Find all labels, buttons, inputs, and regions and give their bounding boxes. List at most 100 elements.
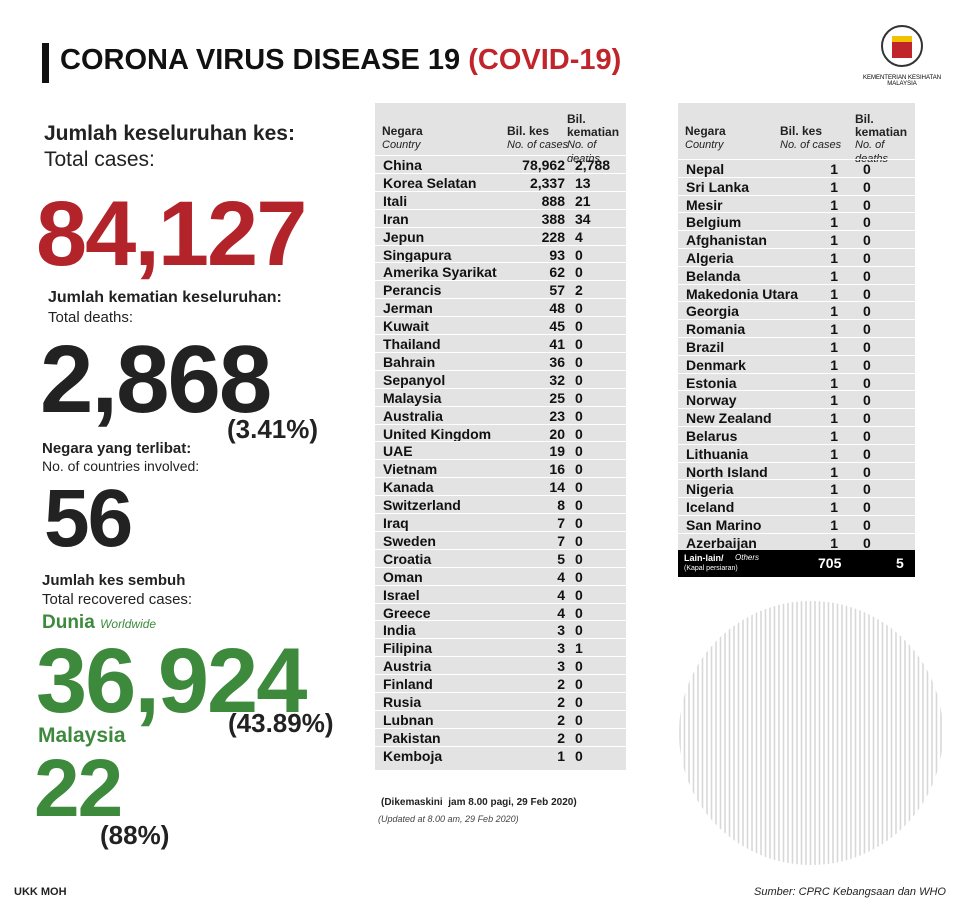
country: Malaysia (383, 389, 442, 406)
total-deaths: 2,868 (40, 326, 272, 433)
table-row: Iraq 7 0 (375, 513, 626, 532)
label: Jumlah keseluruhan kes: (44, 122, 295, 145)
updated: (Updated at 8.00 am, 29 Feb 2020) (378, 814, 519, 824)
cases: 41 (549, 336, 565, 352)
country: Nepal (686, 161, 725, 177)
table-row: North Island 1 0 (678, 461, 915, 481)
deaths: 0 (575, 264, 583, 281)
table-row: Oman 4 0 (375, 566, 626, 586)
deaths: 0 (575, 586, 583, 603)
cases: 1 (830, 214, 838, 231)
deaths: 0 (575, 550, 583, 567)
deaths: 2,788 (575, 157, 611, 173)
table-row: Georgia 1 0 (678, 301, 915, 320)
country: Iraq (383, 515, 409, 531)
title-highlight: (COVID-19) (468, 44, 622, 76)
table-row: Norway 1 0 (678, 390, 915, 409)
table-row: Sepanyol 32 0 (375, 369, 626, 389)
country: Singapura (383, 246, 452, 263)
cases: 78,962 (522, 157, 565, 173)
deaths: 0 (863, 285, 871, 302)
cases: 1 (830, 321, 838, 338)
cases: 36 (549, 353, 565, 370)
table-row: Finland 2 0 (375, 674, 626, 693)
country: Greece (383, 604, 431, 621)
table-row: Switzerland 8 0 (375, 495, 626, 514)
others-note: (Kapal persiaran) (684, 565, 738, 572)
cases: 3 (557, 622, 565, 639)
table-row: Iran 388 34 (375, 208, 626, 228)
cases: 20 (549, 425, 565, 442)
label: Total cases: (44, 148, 155, 171)
table-row: Vietnam 16 0 (375, 459, 626, 478)
deaths: 0 (863, 445, 871, 462)
deaths: 0 (575, 568, 583, 585)
deaths: 1 (575, 640, 583, 657)
deaths: 0 (863, 232, 871, 249)
country: Georgia (686, 303, 739, 320)
deaths: 0 (863, 214, 871, 231)
cases: 1 (830, 339, 838, 355)
cases: 1 (830, 517, 838, 533)
cases: 3 (557, 640, 565, 657)
country: Romania (686, 321, 746, 338)
table-row: Iceland 1 0 (678, 497, 915, 516)
table-row: Brazil 1 0 (678, 337, 915, 356)
cases: 19 (549, 443, 565, 460)
deaths: 0 (863, 517, 871, 533)
deaths: 13 (575, 174, 591, 191)
world-label: Dunia Worldwide (42, 612, 156, 634)
country: Lithuania (686, 445, 749, 462)
cases: 7 (557, 532, 565, 549)
table-row: UAE 19 0 (375, 441, 626, 460)
title-text: CORONA VIRUS DISEASE 19 (60, 44, 461, 76)
cases: 3 (557, 658, 565, 675)
deaths: 4 (575, 228, 583, 245)
cases: 1 (830, 392, 838, 409)
deaths: 0 (863, 463, 871, 480)
country: Vietnam (383, 461, 438, 478)
country: Thailand (383, 336, 441, 352)
deaths: 0 (575, 443, 583, 460)
malaysia-rate: (88%) (100, 820, 170, 850)
cases: 14 (549, 479, 565, 496)
country: Switzerland (383, 497, 461, 514)
table-row: Denmark 1 0 (678, 354, 915, 374)
country: Oman (383, 568, 423, 585)
country: Azerbaijan (686, 534, 757, 551)
table-row: Korea Selatan 2,337 13 (375, 172, 626, 192)
table-row: Sweden 7 0 (375, 530, 626, 550)
cases: 1 (830, 499, 838, 516)
cases: 1 (830, 463, 838, 480)
deaths: 0 (863, 499, 871, 516)
others-row: Lain-lain/Others (Kapal persiaran) 705 5 (678, 550, 915, 577)
table-row: Estonia 1 0 (678, 372, 915, 392)
cases: 1 (830, 196, 838, 213)
deaths: 2 (575, 282, 583, 299)
table-row: India 3 0 (375, 620, 626, 639)
cases: 2 (557, 676, 565, 693)
country: Belgium (686, 214, 742, 231)
country: Filipina (383, 640, 432, 657)
table-row: Makedonia Utara 1 0 (678, 283, 915, 303)
deaths: 0 (863, 534, 871, 551)
header-en: No. of cases (507, 138, 569, 151)
country: Afghanistan (686, 232, 767, 249)
cases: 7 (557, 515, 565, 531)
country: Finland (383, 676, 433, 693)
world-rate: (43.89%) (228, 708, 334, 738)
country: Algeria (686, 250, 734, 266)
logo-text: KEMENTERIAN KESIHATAN MALAYSIA (862, 75, 942, 87)
table-row: Mesir 1 0 (678, 194, 915, 214)
country: Pakistan (383, 729, 441, 746)
table: Negara Country Bil. kes No. of cases Bil. ke… (375, 103, 626, 770)
deaths: 0 (575, 497, 583, 514)
header-en: Country (382, 138, 421, 151)
table-row: Australia 23 0 (375, 405, 626, 425)
table-row: Nigeria 1 0 (678, 479, 915, 498)
deaths: 0 (575, 479, 583, 496)
country: New Zealand (686, 410, 772, 427)
deaths: 0 (863, 178, 871, 195)
cases: 48 (549, 300, 565, 317)
deaths: 0 (575, 747, 583, 764)
